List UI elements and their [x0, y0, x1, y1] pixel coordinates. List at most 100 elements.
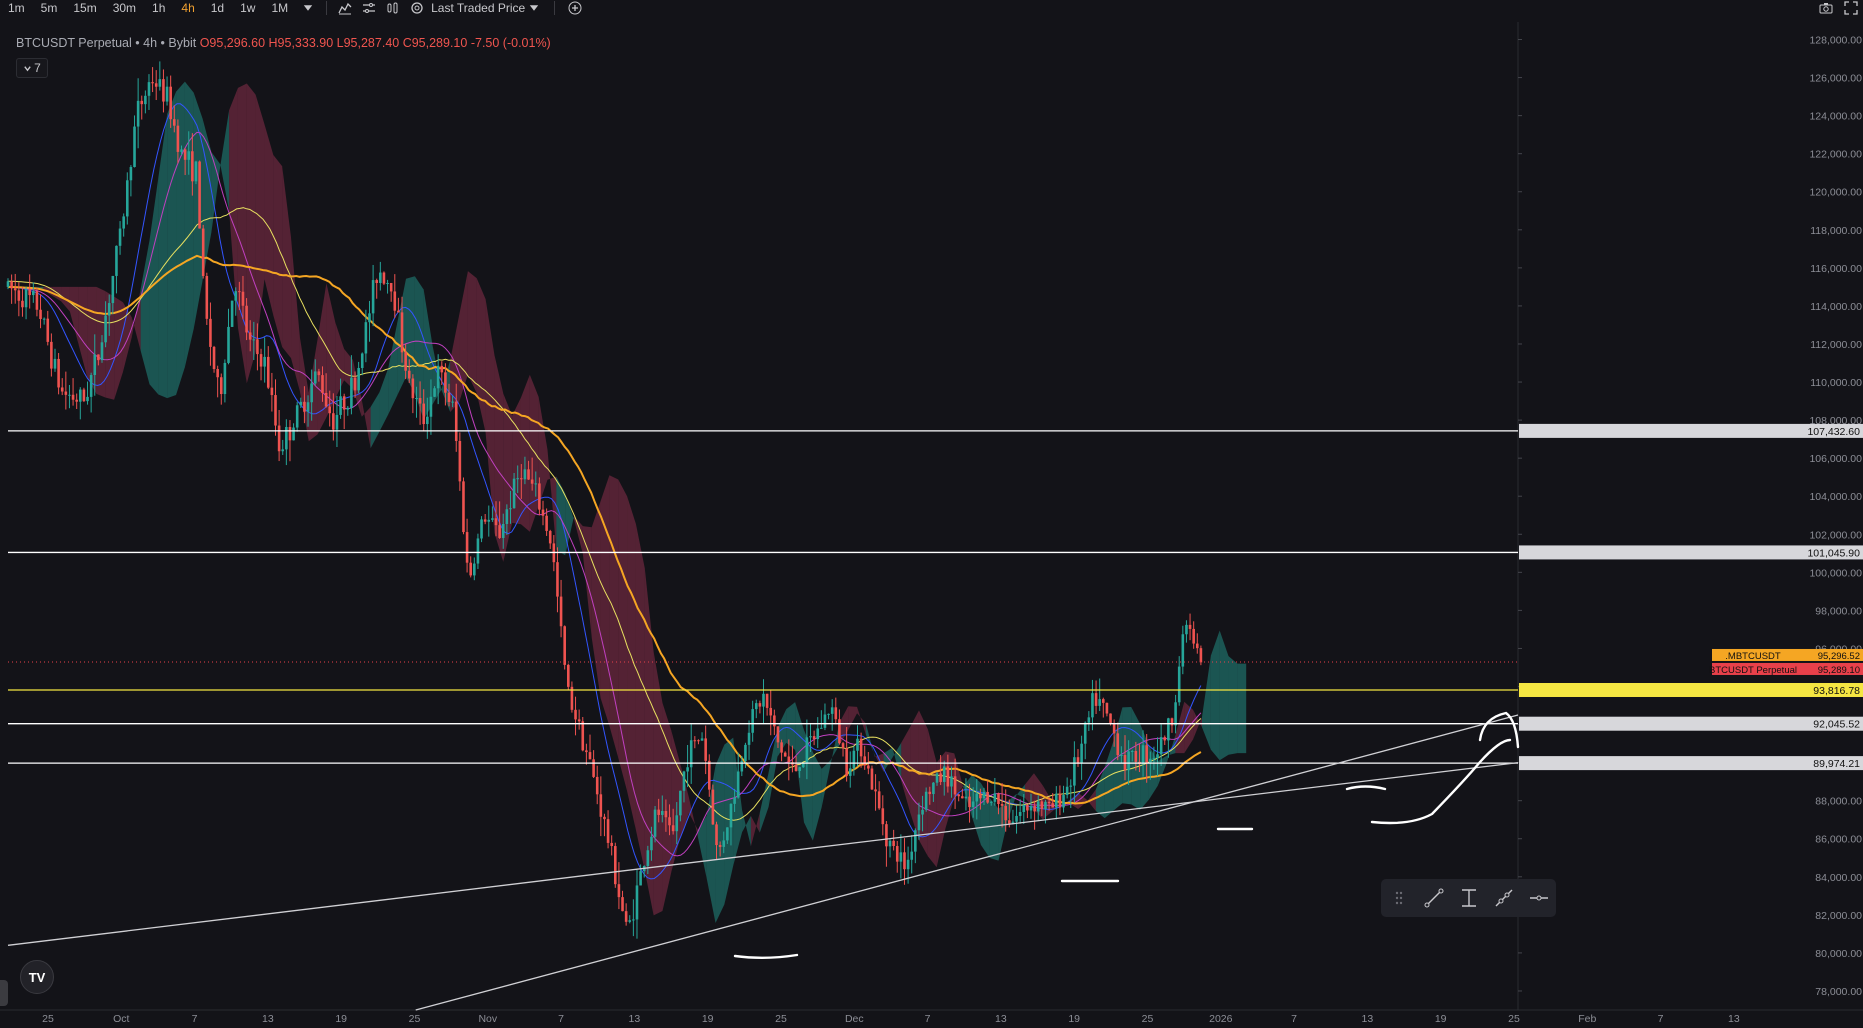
candle-body [885, 824, 888, 847]
timeframe-1m[interactable]: 1m [8, 1, 25, 15]
candle [39, 294, 42, 329]
candle [292, 423, 295, 441]
candle-body [162, 79, 165, 102]
candle-body [418, 397, 422, 404]
chart-type-icon[interactable] [338, 1, 352, 15]
candle-body [917, 814, 921, 831]
timeframe-1w[interactable]: 1w [240, 1, 256, 15]
chevron-down-icon[interactable] [527, 1, 541, 15]
y-tick-label: 100,000.00 [1809, 567, 1862, 579]
candle-body [628, 920, 632, 922]
cloud-segment-bearish [291, 237, 300, 392]
settings-gear-icon[interactable] [410, 1, 424, 15]
level-price-label: 101,045.90 [1807, 547, 1860, 559]
ray-tool-icon[interactable] [1492, 886, 1516, 910]
cloud-segment-bearish [503, 393, 513, 562]
candle [122, 213, 125, 237]
drag-handle-icon[interactable] [1387, 886, 1411, 910]
candle [668, 804, 671, 836]
camera-icon[interactable] [1818, 0, 1834, 16]
hand-drawn-annotation [733, 953, 799, 959]
price-source-select[interactable]: Last Traded Price [431, 1, 526, 15]
candle-body [820, 727, 823, 729]
candle-body [1101, 699, 1105, 703]
candle [968, 783, 971, 823]
candle [599, 776, 603, 837]
candle-body [465, 532, 469, 563]
candle-body [364, 322, 368, 354]
candle [921, 795, 924, 832]
timeframe-1M[interactable]: 1M [271, 1, 289, 15]
candle-body [433, 388, 436, 397]
candle [606, 810, 610, 849]
timeframe-1d[interactable]: 1d [210, 1, 225, 15]
candle-body [935, 773, 939, 783]
hand-drawn-annotation [1370, 738, 1512, 825]
candle-body [639, 871, 642, 886]
candle-body [726, 827, 729, 841]
trend-line-tool-icon[interactable] [1422, 886, 1446, 910]
candle [935, 772, 939, 786]
candle-body [1185, 624, 1188, 635]
candle-body [212, 346, 216, 370]
chevron-down-icon[interactable] [301, 1, 315, 15]
price-range-tool-icon[interactable] [1457, 886, 1481, 910]
cloud-segment-bearish [591, 501, 601, 699]
candle [100, 335, 104, 363]
cloud-segment-bullish [1237, 663, 1247, 754]
candle [1167, 717, 1170, 758]
candle [303, 386, 306, 424]
candle-body [773, 715, 776, 727]
candle [154, 70, 158, 101]
cloud-segment-bullish [1201, 655, 1211, 750]
candle-body [660, 810, 664, 815]
candle-body [1188, 624, 1192, 629]
candle-body [751, 709, 754, 733]
y-tick-label: 86,000.00 [1815, 834, 1862, 846]
candle-body [563, 626, 566, 665]
timeframe-4h[interactable]: 4h [181, 1, 195, 15]
x-tick-label: 13 [1362, 1013, 1374, 1025]
candle-body [1195, 643, 1199, 649]
y-tick-label: 112,000.00 [1810, 339, 1862, 351]
candle-body [491, 518, 494, 520]
horizontal-ray-tool-icon[interactable] [1527, 886, 1551, 910]
compare-icon[interactable] [386, 1, 400, 15]
add-plus-icon[interactable] [568, 1, 582, 15]
candle-body [462, 481, 465, 533]
candle-body [570, 686, 574, 710]
candle [1195, 633, 1199, 654]
candle-body [979, 793, 982, 799]
indicators-icon[interactable] [362, 1, 376, 15]
cloud-segment-bearish [273, 155, 283, 347]
candle-body [946, 766, 950, 787]
candle-body [266, 356, 270, 388]
candle-body [191, 151, 194, 182]
candle [1163, 735, 1167, 745]
fullscreen-icon[interactable] [1843, 0, 1859, 16]
candle [567, 663, 570, 690]
indicators-toggle-button[interactable]: 7 [16, 58, 48, 78]
timeframe-30m[interactable]: 30m [112, 1, 137, 15]
candle [205, 272, 209, 325]
candle-body [317, 371, 321, 376]
candle [165, 76, 169, 106]
candle-body [328, 406, 332, 414]
timeframe-15m[interactable]: 15m [73, 1, 97, 15]
candle-body [310, 383, 313, 403]
candle-body [28, 289, 31, 296]
candle-body [93, 354, 97, 376]
timeframe-5m[interactable]: 5m [40, 1, 58, 15]
candle [780, 739, 783, 762]
candle [1087, 711, 1091, 731]
candle [1022, 794, 1026, 825]
tradingview-logo[interactable]: TV [20, 960, 54, 994]
timeframe-1h[interactable]: 1h [152, 1, 166, 15]
candle [140, 95, 144, 120]
candle-body [68, 394, 71, 396]
candle-body [1105, 702, 1109, 714]
candle [520, 464, 523, 499]
side-panel-handle[interactable] [0, 980, 8, 1006]
symbol-name[interactable]: BTCUSDT Perpetual [16, 36, 132, 50]
